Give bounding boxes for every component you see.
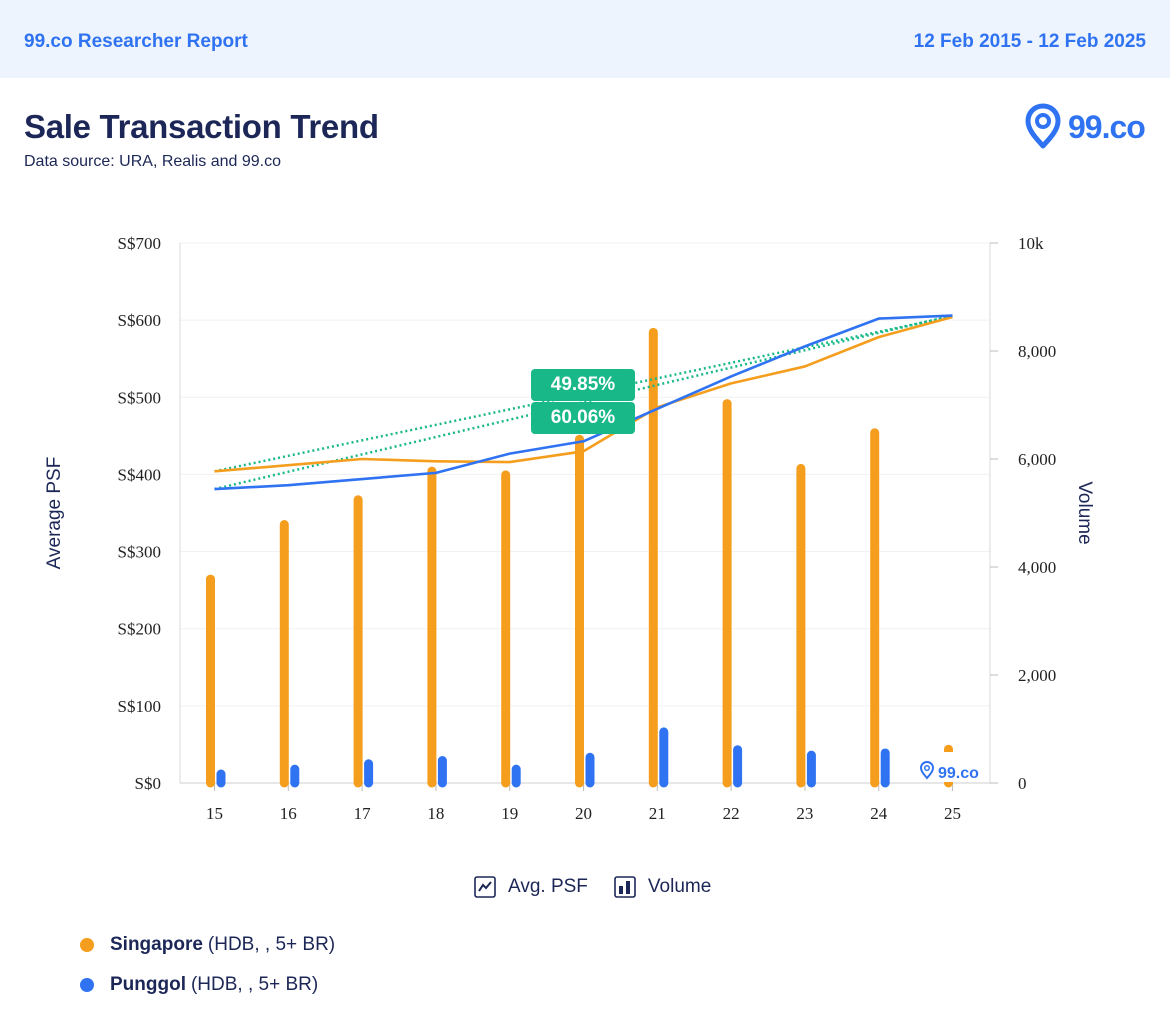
series-name: Punggol: [110, 974, 186, 995]
psf-line-punggol: [214, 314, 953, 491]
x-tick-label: 25: [944, 804, 961, 823]
y-left-tick-label: S$0: [135, 774, 161, 793]
series-name: Singapore: [110, 934, 203, 955]
watermark-text: 99.co: [938, 765, 979, 782]
report-brand: 99.co Researcher Report: [24, 31, 248, 52]
brand-logo: 99.co: [1024, 103, 1148, 151]
x-tick-label: 15: [206, 804, 223, 823]
sale-transaction-chart: S$0 S$100 S$200 S$300 S$400 S$500 S$600 S$700 0 2…: [44, 234, 1095, 823]
bar-chart-icon: [614, 876, 636, 898]
y-left-tick-label: S$600: [118, 311, 161, 330]
location-pin-icon: [1025, 103, 1061, 149]
x-tick-label: 18: [427, 804, 444, 823]
series-key-punggol: Punggol (HDB, , 5+ BR): [80, 974, 318, 996]
series-detail: (HDB, , 5+ BR): [207, 934, 336, 955]
chart-legend: Avg. PSF Volume: [474, 872, 737, 902]
trendline-singapore: [214, 315, 953, 473]
y-right-tick-label: 0: [1018, 774, 1027, 793]
legend-avg-psf[interactable]: Avg. PSF: [474, 876, 588, 898]
x-tick-label: 17: [354, 804, 372, 823]
y-right-tick-label: 2,000: [1018, 666, 1056, 685]
x-tick-label: 20: [575, 804, 592, 823]
punggol-change-badge: 60.06%: [531, 402, 635, 434]
y-left-tick-label: S$100: [118, 697, 161, 716]
y-right-tick-label: 10k: [1018, 234, 1044, 253]
data-source: Data source: URA, Realis and 99.co: [24, 153, 282, 170]
y-left-tick-label: S$200: [118, 620, 161, 639]
logo-text: 99.co: [1068, 109, 1146, 145]
report-header-bar: 99.co Researcher Report 12 Feb 2015 - 12…: [0, 0, 1170, 78]
y-left-axis-title: Average PSF: [44, 457, 65, 570]
singapore-change-badge: 49.85%: [531, 369, 635, 401]
legend-avg-psf-label: Avg. PSF: [508, 876, 588, 897]
page-title: Sale Transaction Trend: [24, 108, 379, 145]
y-right-tick-label: 6,000: [1018, 450, 1056, 469]
y-left-tick-label: S$400: [118, 465, 161, 484]
punggol-dot: [80, 978, 94, 992]
y-left-tick-label: S$700: [118, 234, 161, 253]
x-tick-label: 22: [723, 804, 740, 823]
x-tick-label: 19: [501, 804, 518, 823]
line-chart-icon: [474, 876, 496, 898]
singapore-dot: [80, 938, 94, 952]
x-tick-label: 23: [796, 804, 813, 823]
legend-volume-label: Volume: [647, 876, 712, 897]
y-left-tick-label: S$500: [118, 388, 161, 407]
chart-watermark: 99.co: [916, 752, 988, 782]
y-right-tick-label: 8,000: [1018, 342, 1056, 361]
y-left-tick-label: S$300: [118, 543, 161, 562]
legend-volume[interactable]: Volume: [614, 876, 711, 898]
x-tick-label: 21: [649, 804, 666, 823]
x-tick-label: 16: [280, 804, 297, 823]
y-right-axis-title: Volume: [1074, 481, 1095, 544]
series-key-singapore: Singapore (HDB, , 5+ BR): [80, 934, 335, 956]
x-tick-label: 24: [870, 804, 888, 823]
psf-line-singapore: [214, 315, 953, 473]
y-right-tick-label: 4,000: [1018, 558, 1056, 577]
date-range: 12 Feb 2015 - 12 Feb 2025: [913, 31, 1146, 52]
series-detail: (HDB, , 5+ BR): [190, 974, 319, 995]
